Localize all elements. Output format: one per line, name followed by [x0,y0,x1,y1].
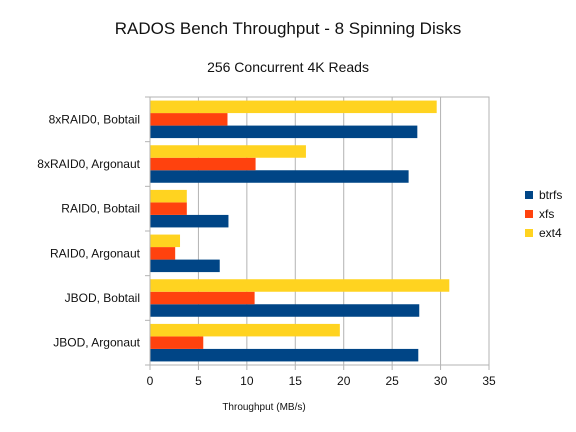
x-tick-label-2: 10 [240,374,254,388]
x-tick-label-3: 15 [289,374,303,388]
bar-btrfs-2 [150,214,229,228]
bar-xfs-1 [150,157,256,171]
bar-btrfs-4 [150,304,420,317]
bar-xfs-3 [150,247,176,260]
bar-ext4-4 [150,279,450,292]
legend-swatch-ext4 [525,229,533,237]
bar-xfs-2 [150,202,187,215]
category-label-1: 8xRAID0, Argonaut [37,157,140,171]
category-labels: 8xRAID0, Bobtail 8xRAID0, Argonaut RAID0, … [37,112,140,349]
category-label-4: JBOD, Bobtail [65,291,140,305]
bar-xfs-5 [150,336,204,349]
bars [150,100,450,362]
x-tick-label-1: 5 [195,374,202,388]
bar-btrfs-3 [150,259,220,273]
legend-swatch-xfs [525,210,533,218]
x-axis-title: Throughput (MB/s) [222,402,305,413]
bar-btrfs-0 [150,125,418,139]
category-label-5: JBOD, Argonaut [53,336,140,350]
x-tick-label-6: 30 [434,374,448,388]
bar-ext4-3 [150,234,181,248]
legend-swatch-btrfs [525,191,533,199]
bar-ext4-1 [150,145,306,158]
x-tick-label-7: 35 [482,374,496,388]
bar-ext4-5 [150,323,340,337]
bar-ext4-0 [150,100,437,114]
chart-title: RADOS Bench Throughput - 8 Spinning Disk… [115,19,461,38]
legend-label-xfs: xfs [539,207,554,221]
x-tick-label-0: 0 [147,374,154,388]
category-label-3: RAID0, Argonaut [50,246,141,260]
x-tick-label-4: 20 [337,374,351,388]
chart-subtitle: 256 Concurrent 4K Reads [207,59,369,75]
gridlines [145,96,442,366]
plot-border [149,96,490,366]
legend-label-ext4: ext4 [539,226,562,240]
bar-btrfs-1 [150,170,409,183]
x-axis-ticks: 0 5 10 15 20 25 30 35 [147,365,496,388]
legend-label-btrfs: btrfs [539,188,562,202]
x-tick-label-5: 25 [385,374,399,388]
category-label-0: 8xRAID0, Bobtail [49,112,140,126]
bar-xfs-0 [150,113,228,126]
legend: btrfs xfs ext4 [525,188,562,240]
bar-btrfs-5 [150,348,419,362]
bar-ext4-2 [150,189,187,203]
category-label-2: RAID0, Bobtail [61,202,140,216]
bar-xfs-4 [150,291,255,305]
plot-area [149,96,490,366]
